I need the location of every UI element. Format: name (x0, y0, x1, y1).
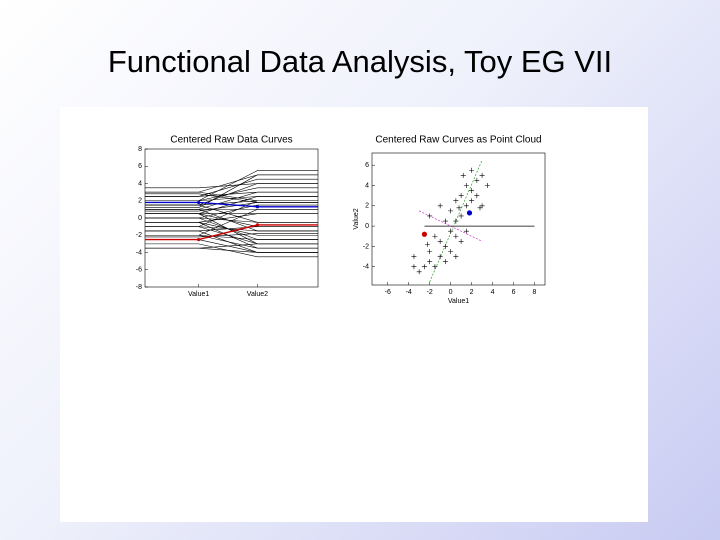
curve (145, 174, 318, 208)
curve (145, 243, 318, 249)
point (437, 238, 443, 244)
curve (145, 204, 318, 219)
y-tick-label: 6 (138, 163, 142, 170)
point (484, 182, 490, 188)
curve (145, 230, 318, 253)
point (474, 193, 480, 199)
point (453, 233, 459, 239)
point (427, 259, 433, 265)
point (460, 172, 466, 178)
point (437, 254, 443, 260)
point (416, 269, 422, 275)
point (411, 254, 417, 260)
point (255, 223, 260, 227)
x-tick-label: 0 (449, 289, 453, 296)
point (456, 205, 462, 211)
x-tick-label: -2 (427, 289, 433, 296)
curve (145, 202, 318, 212)
point (255, 205, 260, 209)
x-tick-label: Value2 (247, 291, 268, 298)
curve (145, 204, 318, 223)
point (458, 238, 464, 244)
point (479, 172, 485, 178)
point (466, 210, 473, 216)
curve (145, 209, 318, 236)
plot-frame (371, 152, 546, 286)
x-tick-label: 8 (533, 289, 537, 296)
y-tick-label: -4 (363, 264, 369, 271)
point (448, 248, 454, 254)
y-tick-label: -8 (136, 284, 142, 291)
point (458, 193, 464, 199)
x-tick-label: -4 (406, 289, 412, 296)
point (479, 203, 485, 209)
point (432, 233, 438, 239)
chart-title: Centered Raw Curves as Point Cloud (375, 135, 541, 146)
curve (145, 178, 318, 197)
y-tick-label: -2 (363, 243, 369, 250)
curve (145, 247, 318, 253)
figure-panel: Centered Raw Data Curves -8 -6 -4 -2 0 2 4 6 8 Val… (60, 107, 648, 522)
chart-title: Centered Raw Data Curves (170, 135, 292, 146)
point (411, 264, 417, 270)
y-tick-label: 6 (365, 162, 369, 169)
y-tick-label: -4 (136, 249, 142, 256)
y-tick-label: -6 (136, 267, 142, 274)
curve (145, 224, 318, 241)
point (448, 228, 454, 234)
point (442, 259, 448, 265)
curve (145, 201, 318, 208)
point (442, 243, 448, 249)
y-axis-label: Value2 (353, 208, 360, 229)
point (458, 213, 464, 219)
point (442, 218, 448, 224)
point (453, 254, 459, 260)
point (421, 264, 427, 270)
slide-title: Functional Data Analysis, Toy EG VII (107, 44, 613, 79)
point (427, 248, 433, 254)
point (197, 237, 201, 242)
point (453, 198, 459, 204)
y-tick-label: 4 (365, 182, 369, 189)
y-tick-label: 8 (138, 146, 142, 153)
figure: Centered Raw Data Curves -8 -6 -4 -2 0 2 4 6 8 Val… (136, 135, 546, 305)
y-tick-label: 4 (138, 180, 142, 187)
point (469, 188, 475, 194)
point (437, 203, 443, 209)
y-tick-label: 0 (365, 223, 369, 230)
point (453, 218, 459, 224)
x-tick-label: Value1 (188, 291, 209, 298)
x-tick-label: -6 (385, 289, 391, 296)
point (197, 200, 201, 205)
curve (145, 191, 318, 202)
point (421, 231, 428, 237)
y-tick-label: 0 (138, 215, 142, 222)
x-tick-label: 2 (470, 289, 474, 296)
point (425, 241, 431, 247)
x-tick-label: 4 (491, 289, 495, 296)
point (427, 213, 433, 219)
point (469, 167, 475, 173)
curve (145, 233, 318, 238)
point (463, 203, 469, 209)
point (432, 264, 438, 270)
point (477, 205, 483, 211)
point (463, 182, 469, 188)
point (463, 228, 469, 234)
curve (145, 183, 318, 189)
x-tick-label: 6 (512, 289, 516, 296)
y-tick-label: 2 (365, 203, 369, 210)
x-axis-label: Value1 (448, 298, 469, 305)
y-tick-label: -2 (136, 232, 142, 239)
y-tick-label: 2 (138, 198, 142, 205)
curve (145, 226, 318, 232)
fit-line (429, 159, 483, 283)
point (448, 208, 454, 214)
point (469, 198, 475, 204)
point (474, 177, 480, 183)
